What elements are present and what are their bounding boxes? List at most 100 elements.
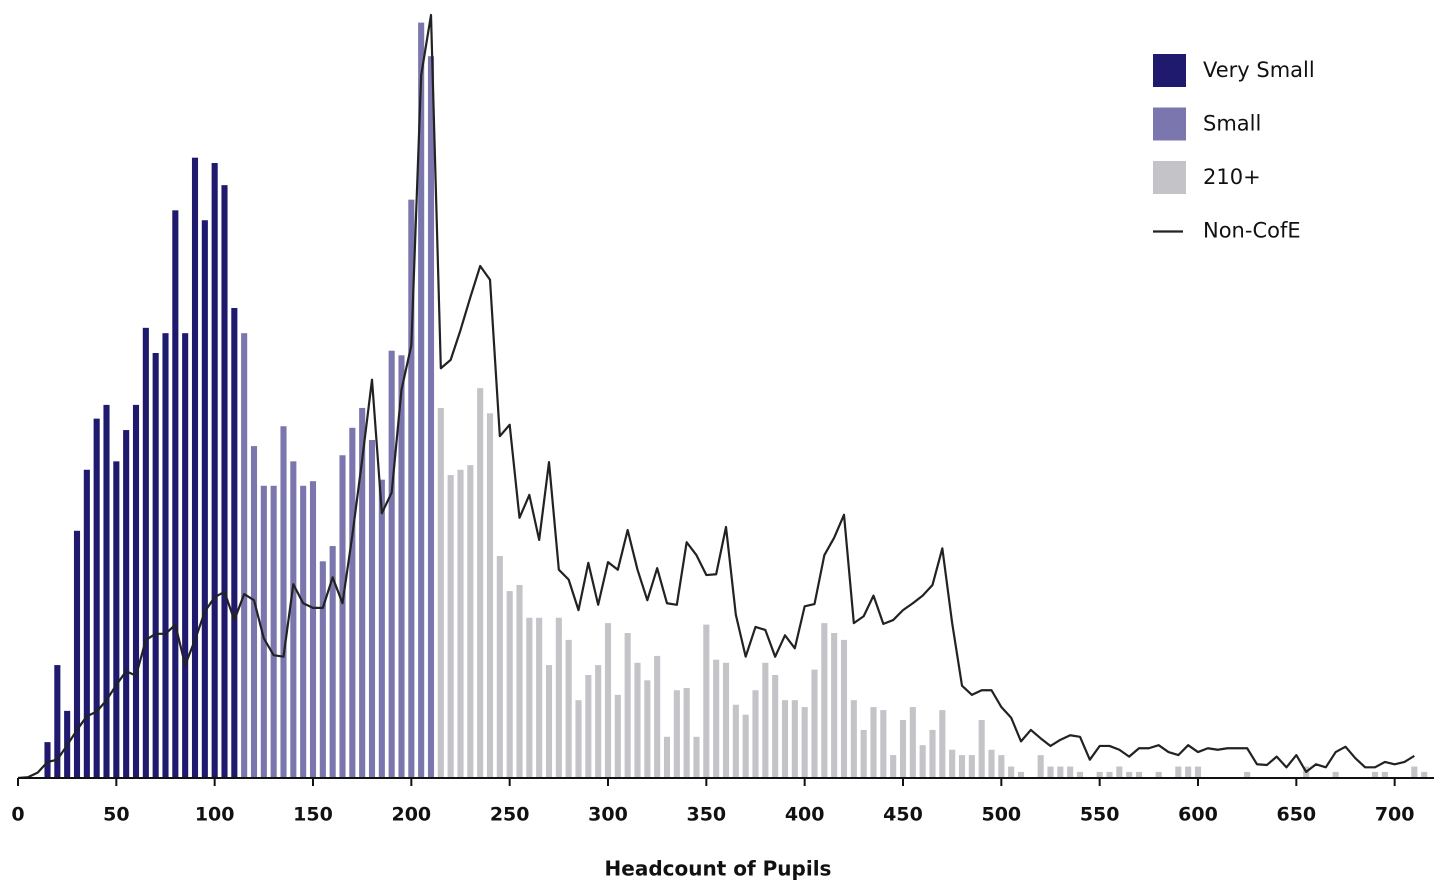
bar [949,749,956,778]
bar [909,707,916,778]
bar [359,407,366,778]
bar [201,220,208,778]
bar [772,674,779,778]
bar [703,624,710,778]
bar [1332,771,1339,778]
bar [191,157,199,778]
bar [673,690,680,778]
bar [300,485,307,778]
bar [339,455,346,778]
bar [152,353,159,778]
bar [1017,771,1025,778]
bar [752,690,759,778]
bar [477,388,484,778]
bar [1135,771,1143,778]
bar [447,475,454,778]
bar [1116,766,1123,778]
bar [1126,771,1133,778]
bar [280,426,287,778]
bar [1096,771,1103,778]
legend-swatch [1153,161,1186,194]
bar [319,561,326,778]
bar [604,623,612,778]
bar [113,461,120,778]
bar [880,710,887,778]
bar [437,407,444,778]
x-tick-label: 150 [293,804,333,826]
bar [1381,771,1388,778]
bar [1076,771,1084,778]
bar [998,755,1005,778]
bar [1244,771,1251,778]
bar [457,469,464,778]
bar [388,350,395,778]
bar [850,700,857,778]
bar [654,655,661,778]
x-tick-label: 50 [103,804,129,826]
bar [555,617,562,778]
bar [398,355,405,778]
bar [890,755,897,778]
bar [172,210,179,778]
bar [742,714,749,778]
x-tick-label: 500 [981,804,1021,826]
bar [1106,771,1113,778]
bar [1175,766,1182,778]
bar [870,707,877,778]
x-tick-label: 200 [391,804,431,826]
bar [663,736,671,778]
bar [329,546,336,778]
bar [536,617,543,778]
bar [565,639,572,778]
x-tick-label: 250 [490,804,530,826]
bar [486,413,494,778]
bar [791,700,798,778]
bar [762,662,769,778]
bar [260,485,267,778]
bar [496,555,503,778]
bar [290,461,297,778]
bar [73,530,81,778]
bar [162,333,169,778]
bar [1421,771,1428,778]
x-tick-label: 550 [1080,804,1120,826]
bar [1037,755,1044,778]
bar [1047,766,1054,778]
bar [526,617,533,778]
bar [1067,766,1074,778]
bar [919,745,926,778]
bar [1185,766,1192,778]
bar [732,704,739,778]
bar [644,680,651,778]
bar [516,584,523,778]
x-tick-label: 350 [686,804,726,826]
bar [693,736,700,778]
bar [840,639,848,778]
bar [1194,766,1202,778]
bar [211,163,218,779]
bar [132,404,140,778]
bar [1371,771,1379,778]
bar [624,633,631,778]
bar [378,479,385,778]
bar [683,687,690,778]
bar [811,669,818,778]
bar [427,56,435,778]
bar [83,469,90,778]
bar [939,710,946,778]
bar [142,327,149,778]
x-axis-title: Headcount of Pupils [605,857,832,881]
bar [722,662,730,778]
legend-label: Non-CofE [1203,219,1301,243]
bar [221,185,228,779]
bar [418,22,425,778]
bar [467,465,474,778]
bar [929,729,936,778]
legend-swatch [1153,54,1186,87]
legend-swatch [1153,107,1186,141]
bar [368,439,376,778]
bar [831,633,838,778]
x-tick-label: 0 [11,804,24,826]
